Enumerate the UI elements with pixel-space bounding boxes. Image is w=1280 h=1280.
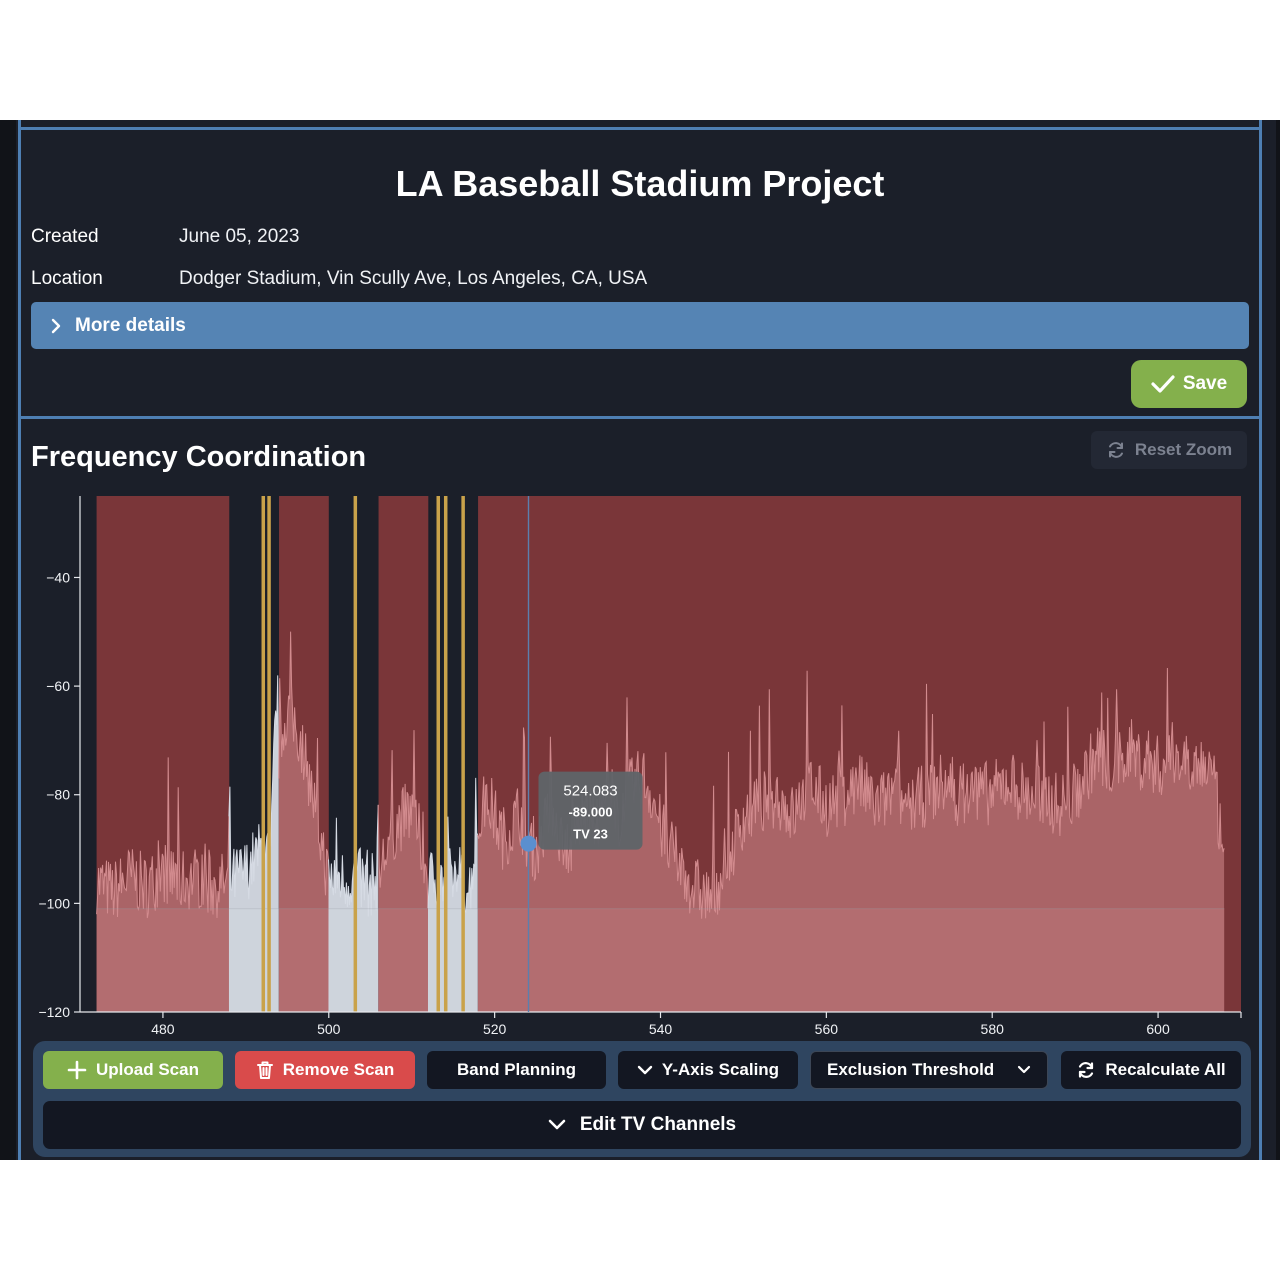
chevron-right-icon (49, 318, 75, 334)
frequency-panel: Frequency Coordination Reset Zoom −40 −60… (18, 416, 1262, 1160)
x-tick-label: 560 (815, 1021, 839, 1037)
x-tick-label: 600 (1146, 1021, 1170, 1037)
created-label: Created (31, 226, 99, 247)
spectrum-excluded-segment (378, 730, 428, 1012)
tooltip-box (538, 771, 643, 850)
exclusion-threshold-label: Exclusion Threshold (827, 1060, 995, 1079)
project-title: LA Baseball Stadium Project (395, 163, 885, 204)
save-button[interactable]: Save (1131, 360, 1247, 408)
spectrum-trace (328, 804, 379, 917)
plus-icon (67, 1060, 87, 1080)
upload-scan-label: Upload Scan (96, 1060, 199, 1079)
trash-icon (256, 1060, 274, 1080)
top-strip (18, 120, 1262, 128)
recalculate-all-button[interactable]: Recalculate All (1061, 1051, 1241, 1089)
y-tick-label: −80 (46, 787, 70, 803)
chevron-down-icon (548, 1119, 566, 1131)
edit-tv-channels-label: Edit TV Channels (579, 1114, 737, 1135)
tooltip-frequency: 524.083 (563, 783, 617, 800)
exclusion-threshold-select[interactable]: Exclusion Threshold (810, 1051, 1048, 1089)
app-window: LA Baseball Stadium Project Created June… (0, 120, 1280, 1160)
crosshair-point (520, 835, 537, 852)
x-tick-label: 540 (649, 1021, 673, 1037)
x-tick-label: 520 (483, 1021, 507, 1037)
band-planning-button[interactable]: Band Planning (427, 1051, 606, 1089)
spectrum-trace (377, 730, 429, 909)
refresh-icon (1076, 1060, 1096, 1080)
x-tick-label: 580 (981, 1021, 1005, 1037)
location-label: Location (31, 268, 103, 289)
axes-layer: −40 −60 −80 −100 −120 480 500 520 540 560 580 600 (38, 496, 1242, 1037)
location-value: Dodger Stadium, Vin Scully Ave, Los Ange… (179, 268, 648, 289)
frequency-title: Frequency Coordination (31, 441, 367, 473)
reset-zoom-button[interactable]: Reset Zoom (1091, 431, 1247, 469)
project-panel: LA Baseball Stadium Project Created June… (18, 127, 1262, 419)
save-label: Save (1182, 373, 1228, 394)
y-tick-label: −60 (46, 678, 70, 694)
spectrum-open-segment (328, 804, 379, 1012)
edit-tv-channels-toggle[interactable]: Edit TV Channels (43, 1101, 1241, 1149)
y-axis-scaling-label: Y-Axis Scaling (661, 1060, 780, 1079)
band-planning-label: Band Planning (457, 1060, 576, 1079)
spectrum-trace (278, 631, 329, 896)
tooltip-level: -89.000 (568, 805, 612, 820)
spectrum-layer (96, 631, 1225, 1012)
marker-layer (261, 496, 465, 1012)
right-edge (1276, 120, 1280, 1160)
spectrum-excluded-segment (96, 757, 229, 1012)
chart-toolbar: Upload Scan Remove Scan Band Planning Y-… (33, 1041, 1251, 1157)
left-edge (0, 120, 16, 1160)
x-tick-label: 500 (317, 1021, 341, 1037)
remove-scan-label: Remove Scan (282, 1060, 395, 1079)
reset-zoom-label: Reset Zoom (1134, 440, 1233, 459)
tooltip-layer: 524.083 -89.000 TV 23 (520, 496, 643, 1012)
spectrum-trace (96, 757, 230, 919)
tooltip-channel: TV 23 (573, 827, 608, 842)
x-tick-label: 480 (151, 1021, 175, 1037)
y-tick-label: −100 (38, 895, 70, 911)
chevron-down-icon (637, 1064, 653, 1076)
refresh-icon (1106, 440, 1126, 460)
chevron-down-icon (1017, 1065, 1031, 1075)
upload-scan-button[interactable]: Upload Scan (43, 1051, 223, 1089)
spectrum-excluded-segment (278, 631, 329, 1012)
spectrum-trace (427, 777, 479, 914)
y-tick-label: −40 (46, 569, 70, 585)
spectrum-open-segment (427, 777, 478, 1012)
created-value: June 05, 2023 (179, 226, 300, 247)
remove-scan-button[interactable]: Remove Scan (235, 1051, 415, 1089)
recalculate-all-label: Recalculate All (1105, 1060, 1226, 1079)
spectrum-open-segment (228, 675, 279, 1012)
check-icon (1151, 374, 1175, 394)
more-details-label: More details (75, 314, 186, 336)
y-axis-scaling-button[interactable]: Y-Axis Scaling (618, 1051, 798, 1089)
y-tick-label: −120 (38, 1004, 70, 1020)
spectrum-chart[interactable]: −40 −60 −80 −100 −120 480 500 520 540 560 580 600 5… (21, 477, 1259, 1047)
more-details-toggle[interactable]: More details (31, 302, 1249, 349)
